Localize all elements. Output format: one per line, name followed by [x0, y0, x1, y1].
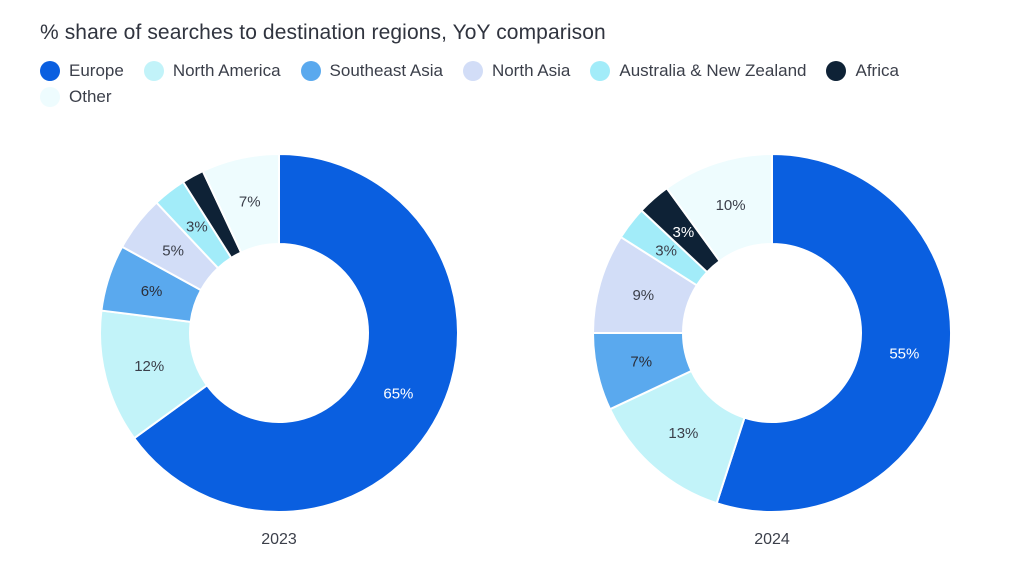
legend-label-europe: Europe	[69, 61, 124, 80]
legend-item-southeast-asia: Southeast Asia	[300, 61, 443, 81]
legend-swatch-southeast-asia	[300, 61, 321, 81]
legend-swatch-australia-and-new-zealand	[590, 61, 611, 81]
slice-label-2024-africa: 3%	[673, 224, 695, 241]
donut-2023: 65% 12% 6% 5%3% 7% 2023	[99, 152, 459, 548]
chart-title: % share of searches to destination regio…	[40, 21, 606, 44]
slice-2024-europe	[715, 152, 952, 513]
legend-label-africa: Africa	[855, 61, 899, 80]
slice-label-2023-other: 7%	[239, 194, 261, 211]
slice-label-2024-north-asia: 9%	[632, 287, 654, 304]
slice-label-2024-north-america: 13%	[668, 425, 698, 442]
slice-label-2024-europe: 55%	[889, 345, 919, 362]
slice-label-2023-australia-and-new-zealand: 3%	[186, 219, 208, 236]
slice-2024-other	[665, 152, 773, 263]
legend-item-north-asia: North Asia	[462, 61, 571, 81]
legend-item-europe: Europe	[40, 61, 124, 81]
legend-label-north-asia: North Asia	[491, 61, 571, 80]
legend-swatch-africa	[826, 61, 847, 81]
legend-swatch-europe	[40, 61, 60, 81]
slice-label-2023-north-america: 12%	[134, 358, 164, 375]
legend-item-africa: Africa	[826, 61, 899, 81]
legend-swatch-north-america	[143, 61, 164, 81]
slice-label-2023-europe: 65%	[383, 385, 413, 402]
legend-item-north-america: North America	[143, 61, 281, 81]
slice-label-2024-southeast-asia: 7%	[630, 354, 652, 371]
year-label-2023: 2023	[261, 531, 297, 548]
slice-2023-other	[201, 152, 280, 254]
slice-2023-europe	[132, 152, 459, 513]
slice-label-2023-north-asia: 5%	[162, 242, 184, 259]
legend-item-other: Other	[40, 87, 112, 107]
slice-label-2023-southeast-asia: 6%	[141, 283, 163, 300]
donut-2024: 55% 13% 7% 9% 3%3% 10% 2024	[591, 152, 952, 548]
legend-item-australia-and-new-zealand: Australia & New Zealand	[590, 61, 806, 81]
legend: Europe North America Southeast Asia North A…	[40, 61, 980, 107]
slice-label-2024-australia-and-new-zealand: 3%	[655, 242, 677, 259]
legend-label-australia-and-new-zealand: Australia & New Zealand	[619, 61, 807, 80]
legend-label-other: Other	[69, 87, 112, 106]
legend-swatch-other	[40, 87, 60, 107]
year-label-2024: 2024	[754, 531, 790, 548]
legend-swatch-north-asia	[462, 61, 483, 81]
legend-label-north-america: North America	[172, 61, 281, 80]
slice-label-2024-other: 10%	[716, 197, 746, 214]
legend-label-southeast-asia: Southeast Asia	[329, 61, 443, 80]
